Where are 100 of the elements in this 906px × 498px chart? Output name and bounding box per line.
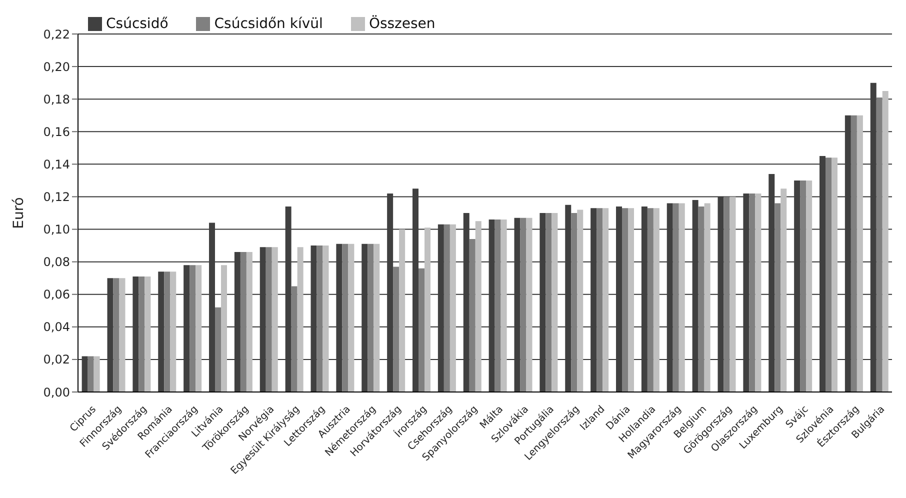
bar xyxy=(240,252,246,392)
bar xyxy=(844,115,851,392)
bar xyxy=(876,97,882,392)
bar xyxy=(285,206,292,392)
bar xyxy=(692,200,698,392)
bar xyxy=(368,244,374,392)
bar xyxy=(565,204,572,392)
bar xyxy=(88,356,94,392)
bar xyxy=(322,246,329,392)
y-tick-label: 0,18 xyxy=(43,92,70,106)
bar xyxy=(463,213,470,392)
bar xyxy=(291,286,298,392)
bar xyxy=(780,188,787,392)
bar xyxy=(190,265,196,392)
bar xyxy=(418,268,425,392)
bar xyxy=(119,278,126,392)
bar xyxy=(850,115,857,392)
bar xyxy=(546,213,552,392)
bar xyxy=(755,193,762,392)
bar xyxy=(704,203,710,392)
bar xyxy=(774,203,781,392)
bar xyxy=(666,203,673,392)
bar xyxy=(832,158,838,392)
bar xyxy=(399,229,406,392)
y-tick-label: 0,08 xyxy=(43,255,70,270)
bar xyxy=(768,174,775,392)
bar xyxy=(215,307,222,392)
y-tick-label: 0,02 xyxy=(43,352,70,367)
bar xyxy=(806,180,812,392)
bar xyxy=(310,246,317,392)
bar xyxy=(444,224,450,392)
bar xyxy=(266,247,272,392)
y-tick-label: 0,10 xyxy=(43,222,70,237)
bar xyxy=(794,180,800,392)
bar xyxy=(724,196,730,392)
bar xyxy=(158,272,164,392)
bar xyxy=(602,208,609,392)
legend-label: Csúcsidőn kívül xyxy=(214,16,323,32)
bar xyxy=(577,210,584,392)
bar xyxy=(475,221,482,392)
y-tick-label: 0,20 xyxy=(43,60,70,74)
bar xyxy=(628,208,634,392)
bar xyxy=(450,224,456,392)
bar xyxy=(438,224,444,392)
bar xyxy=(826,158,832,392)
bar xyxy=(246,252,252,392)
bar xyxy=(820,156,826,392)
bar xyxy=(374,244,380,392)
bar xyxy=(718,196,724,392)
bar xyxy=(596,208,603,392)
bar xyxy=(336,244,342,392)
bar xyxy=(316,246,323,392)
bar xyxy=(678,203,685,392)
y-tick-label: 0,04 xyxy=(43,320,70,334)
bar xyxy=(297,247,304,392)
bar xyxy=(393,266,400,392)
bar xyxy=(144,276,151,392)
bar xyxy=(571,213,578,392)
bar xyxy=(196,265,202,392)
bar xyxy=(520,218,526,392)
bar xyxy=(882,90,888,392)
y-tick-label: 0,06 xyxy=(43,288,70,302)
bar xyxy=(170,272,176,392)
bar xyxy=(749,193,756,392)
bar xyxy=(132,276,139,392)
y-tick-label: 0,22 xyxy=(43,27,70,42)
bar xyxy=(387,193,394,392)
bar xyxy=(856,115,863,392)
bar xyxy=(730,196,736,392)
bar xyxy=(488,220,495,392)
bar xyxy=(800,180,806,392)
bar xyxy=(260,247,266,392)
bar xyxy=(184,265,190,392)
bar xyxy=(870,82,876,392)
bar xyxy=(348,244,354,392)
bar xyxy=(552,213,558,392)
bar xyxy=(362,244,368,392)
bar xyxy=(743,193,750,392)
bar xyxy=(641,206,648,392)
bar xyxy=(164,272,170,392)
legend-label: Csúcsidő xyxy=(106,16,168,32)
bar xyxy=(647,208,654,392)
y-tick-label: 0,00 xyxy=(43,385,70,400)
bar xyxy=(622,208,628,392)
bar xyxy=(342,244,348,392)
bar xyxy=(94,356,100,392)
legend-label: Összesen xyxy=(368,16,436,32)
bar xyxy=(272,247,278,392)
bar xyxy=(514,218,520,392)
bar xyxy=(698,206,704,392)
bar xyxy=(424,228,431,392)
bar xyxy=(494,220,501,392)
bar xyxy=(469,239,476,392)
y-tick-label: 0,12 xyxy=(43,190,70,204)
bar xyxy=(590,208,597,392)
bar xyxy=(540,213,546,392)
bar xyxy=(412,188,419,392)
bar xyxy=(209,222,216,392)
y-axis-title: Euró xyxy=(10,197,27,229)
bar xyxy=(526,218,532,392)
